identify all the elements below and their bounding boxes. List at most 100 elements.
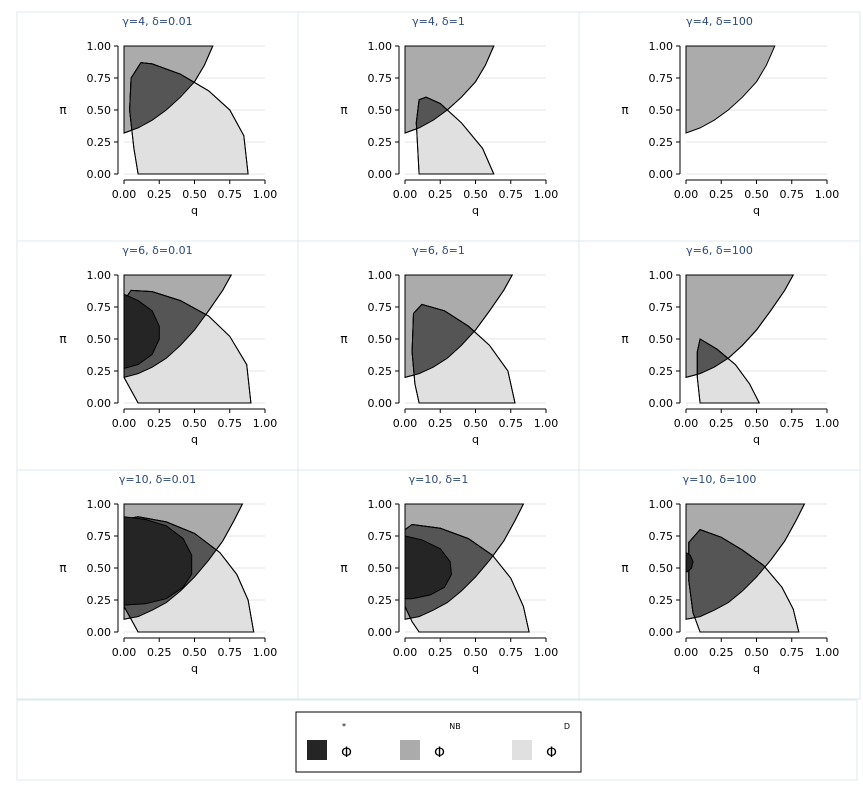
legend-symbol: Φ [434,745,445,761]
y-axis-label: π [59,561,66,575]
y-tick-label: 0.75 [87,530,112,543]
x-tick-label: 0.50 [744,646,769,659]
y-tick-label: 0.00 [368,168,393,181]
x-tick-label: 1.00 [815,188,840,201]
y-tick-label: 0.00 [368,397,393,410]
x-axis-label: q [191,433,198,446]
y-tick-label: 1.00 [368,269,393,282]
x-tick-label: 0.50 [463,417,488,430]
x-tick-label: 0.25 [147,188,172,201]
x-tick-label: 1.00 [815,646,840,659]
y-tick-label: 0.50 [368,104,393,117]
x-tick-label: 0.00 [112,646,137,659]
y-tick-label: 0.25 [87,365,112,378]
panel-3: γ=4, δ=100 0.00 0.25 0.50 0.75 1.00 0.00 0.25 0.… [578,11,861,242]
y-axis-label: π [59,103,66,117]
region-d-outline [404,523,530,633]
x-tick-label: 0.50 [463,188,488,201]
region-star [123,516,193,606]
y-tick-label: 0.00 [649,626,674,639]
x-axis-label: q [191,204,198,217]
x-tick-label: 0.25 [147,646,172,659]
x-tick-label: 0.25 [709,646,734,659]
region-nb [685,45,776,134]
x-tick-label: 0.00 [393,417,418,430]
y-tick-label: 0.75 [368,301,393,314]
x-tick-label: 0.25 [428,646,453,659]
y-tick-label: 0.50 [649,104,674,117]
x-tick-label: 0.00 [674,188,699,201]
panel-title: γ=10, δ=0.01 [119,473,196,486]
y-axis-label: π [621,561,628,575]
y-axis-label: π [340,561,347,575]
region-nb-outline [685,503,806,620]
y-tick-label: 0.25 [649,594,674,607]
x-tick-label: 0.25 [709,417,734,430]
y-tick-label: 0.75 [649,301,674,314]
legend-swatch-D [512,740,532,760]
legend-superscript: * [342,722,346,731]
x-tick-label: 1.00 [253,188,278,201]
y-tick-label: 0.50 [87,333,112,346]
x-tick-label: 0.00 [674,646,699,659]
y-tick-label: 0.25 [87,136,112,149]
y-axis-label: π [59,332,66,346]
x-tick-label: 0.50 [744,417,769,430]
y-tick-label: 0.25 [368,594,393,607]
panel-9: γ=10, δ=100 0.00 0.25 0.50 0.75 1.00 0.00 0.25 0… [578,469,861,700]
region-d-outline [415,96,495,175]
legend: Φ * Φ NB Φ D [16,699,858,781]
y-tick-label: 0.00 [87,168,112,181]
panel-4: γ=6, δ=0.01 0.00 0.25 0.50 0.75 1.00 0.00 0.25 0… [16,240,299,471]
region-nb-outline [404,45,495,134]
panel-title: γ=4, δ=100 [686,15,753,28]
legend-symbol: Φ [341,745,352,761]
panel-1: γ=4, δ=0.01 0.00 0.25 0.50 0.75 1.00 0.00 0.25 0… [16,11,299,242]
y-tick-label: 0.75 [368,72,393,85]
x-tick-label: 0.75 [499,188,524,201]
y-tick-label: 0.75 [649,530,674,543]
y-tick-label: 0.75 [87,72,112,85]
x-tick-label: 0.75 [218,417,243,430]
panels: γ=4, δ=0.01 0.00 0.25 0.50 0.75 1.00 0.00 0.25 0… [16,11,861,700]
y-axis-label: π [621,332,628,346]
x-tick-label: 0.25 [709,188,734,201]
y-tick-label: 0.00 [368,626,393,639]
panel-title: γ=4, δ=1 [412,15,465,28]
y-tick-label: 0.50 [87,562,112,575]
panel-title: γ=10, δ=100 [683,473,757,486]
region-nb-outline [123,274,233,379]
y-tick-label: 0.75 [368,530,393,543]
x-tick-label: 1.00 [534,417,559,430]
y-tick-label: 0.50 [368,333,393,346]
panel-title: γ=4, δ=0.01 [122,15,192,28]
x-axis-label: q [472,662,479,675]
y-tick-label: 0.50 [649,562,674,575]
region-nb-outline [404,503,525,620]
x-tick-label: 0.50 [463,646,488,659]
x-axis-label: q [191,662,198,675]
region-d-outline [411,303,516,404]
y-tick-label: 0.25 [649,365,674,378]
legend-box [295,711,582,773]
x-tick-label: 0.75 [218,188,243,201]
x-tick-label: 0.75 [780,188,805,201]
x-tick-label: 0.00 [393,188,418,201]
panel-2: γ=4, δ=1 0.00 0.25 0.50 0.75 1.00 0.00 0.25 0.50… [297,11,580,242]
x-axis-label: q [472,433,479,446]
panel-title: γ=6, δ=100 [686,244,753,257]
y-tick-label: 0.25 [368,136,393,149]
x-tick-label: 0.50 [182,646,207,659]
panel-5: γ=6, δ=1 0.00 0.25 0.50 0.75 1.00 0.00 0.25 0.50… [297,240,580,471]
y-tick-label: 0.25 [368,365,393,378]
x-tick-label: 1.00 [534,646,559,659]
panel-title: γ=6, δ=1 [412,244,465,257]
y-axis-label: π [340,332,347,346]
x-tick-label: 0.00 [674,417,699,430]
x-tick-label: 1.00 [534,188,559,201]
x-tick-label: 0.75 [780,646,805,659]
x-axis-label: q [753,433,760,446]
legend-swatch-NB [400,740,420,760]
x-tick-label: 0.00 [393,646,418,659]
x-tick-label: 1.00 [253,417,278,430]
